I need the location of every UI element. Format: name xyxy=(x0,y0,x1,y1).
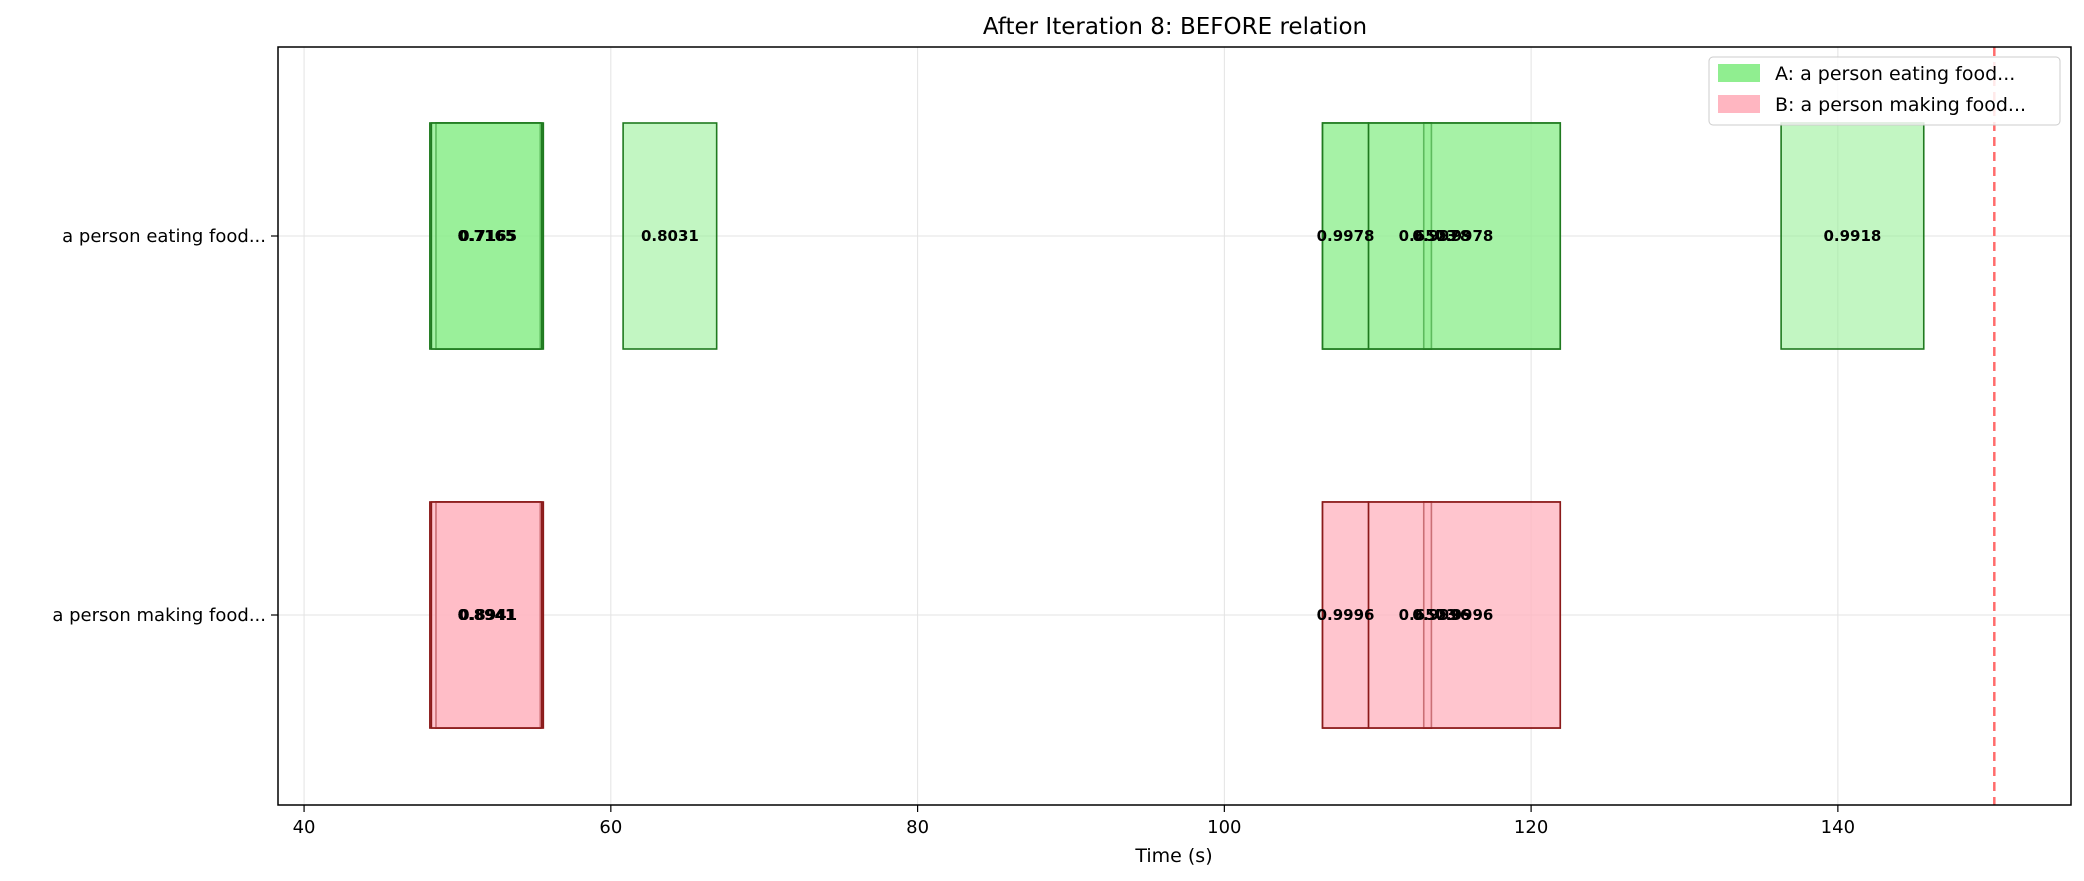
bar-score-label: 0.6573 xyxy=(1399,227,1457,245)
legend: A: a person eating food... B: a person ma… xyxy=(1708,56,2061,126)
bar-score-label: 0.9996 xyxy=(1317,606,1375,624)
timeline-bar xyxy=(1367,122,1562,350)
timeline-bar xyxy=(430,501,543,729)
bar-score-label: 0.8941 xyxy=(458,606,516,624)
x-tick-label: 140 xyxy=(1821,817,1855,838)
legend-entry: B: a person making food... xyxy=(1775,94,2026,116)
bar-score-label: 0.7165 xyxy=(459,227,517,245)
legend-entry: A: a person eating food... xyxy=(1775,63,2015,85)
y-tick-label: a person making food... xyxy=(52,605,266,626)
bar-score-label: 0.7165 xyxy=(458,227,516,245)
x-axis: 40 60 80 100 120 140 xyxy=(293,805,1855,838)
bar-score-label: 0.9978 xyxy=(1435,227,1493,245)
y-axis: a person eating food... a person making f… xyxy=(52,226,278,626)
bar-score-label: 0.9918 xyxy=(1823,227,1881,245)
chart-title: After Iteration 8: BEFORE relation xyxy=(983,14,1367,40)
x-tick-label: 120 xyxy=(1514,817,1548,838)
legend-swatch xyxy=(1718,64,1760,82)
bars-layer xyxy=(429,122,1925,729)
x-axis-label: Time (s) xyxy=(1134,845,1212,867)
timeline-bar xyxy=(1367,501,1562,729)
x-tick-label: 80 xyxy=(906,817,929,838)
bar-score-label: 0.7165 xyxy=(458,227,516,245)
bar-score-label: 0.9978 xyxy=(1317,227,1375,245)
bar-score-label: 0.9996 xyxy=(1435,606,1493,624)
plot-frame xyxy=(277,46,2072,806)
bar-score-label: 0.6573 xyxy=(1399,606,1457,624)
bar-score-label: 0.9978 xyxy=(1412,227,1470,245)
legend-swatch xyxy=(1718,95,1760,113)
x-tick-label: 100 xyxy=(1207,817,1241,838)
bar-score-label: 0.8031 xyxy=(641,227,699,245)
bar-score-label: 0.8941 xyxy=(459,606,517,624)
timeline-bar xyxy=(430,122,543,350)
bar-score-label: 0.9996 xyxy=(1412,606,1470,624)
timeline-bar xyxy=(622,122,718,350)
x-tick-label: 40 xyxy=(293,817,316,838)
x-tick-label: 60 xyxy=(599,817,622,838)
legend-box xyxy=(1708,56,2061,126)
bar-score-label: 0.8941 xyxy=(458,606,516,624)
timeline-bar xyxy=(1780,122,1925,350)
y-tick-label: a person eating food... xyxy=(62,226,266,247)
